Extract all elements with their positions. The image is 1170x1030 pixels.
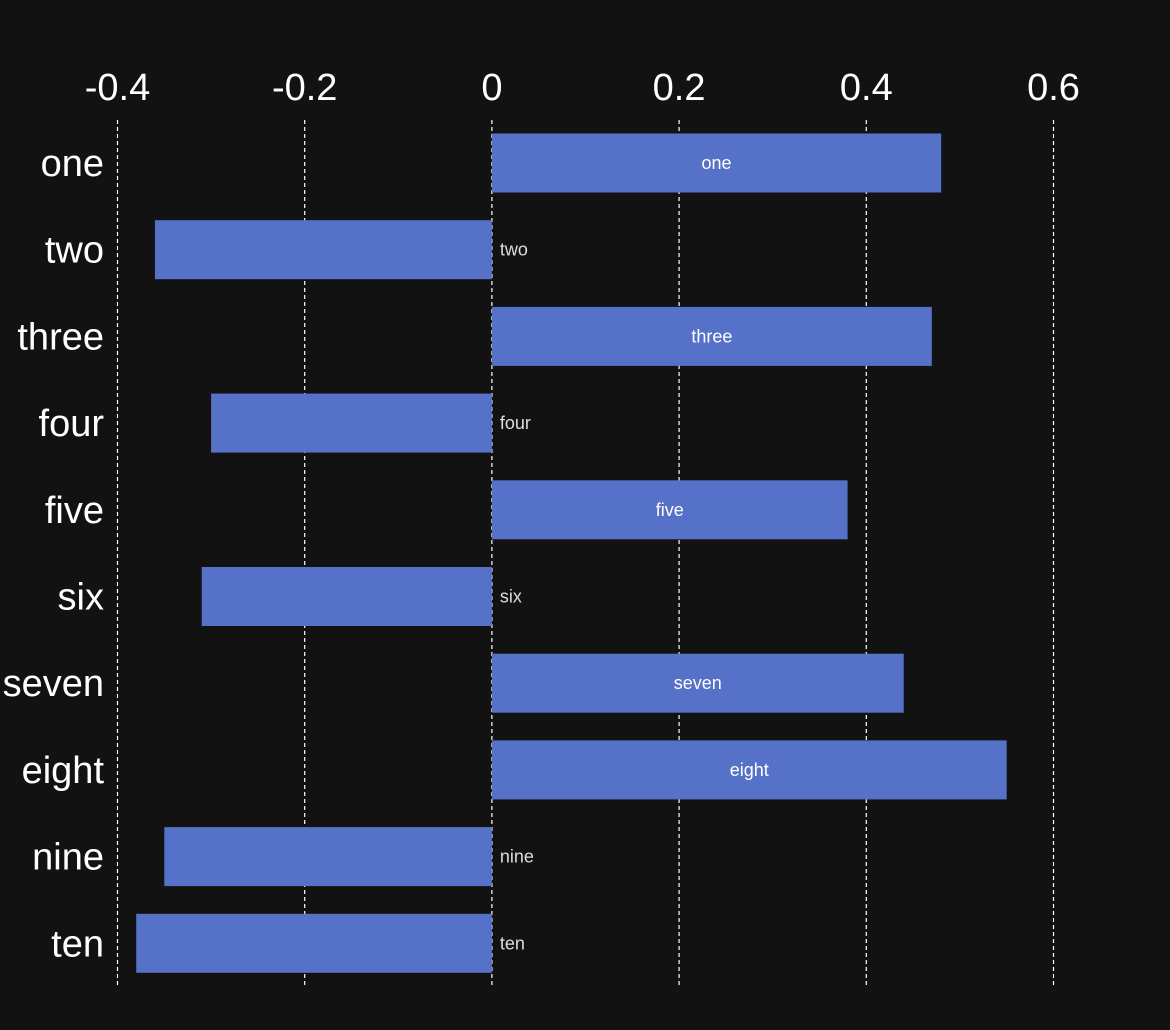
category-label-one: one [41, 143, 104, 185]
category-label-three: three [17, 316, 104, 358]
bar-five [491, 480, 848, 540]
bar-three [491, 306, 932, 366]
category-label-five: five [45, 490, 104, 532]
category-label-ten: ten [51, 923, 104, 965]
bar-eight [491, 740, 1007, 800]
x-tick-label: -0.2 [272, 67, 337, 109]
bar-ten [136, 913, 492, 973]
category-label-two: two [45, 230, 104, 272]
x-tick-label: 0.4 [840, 67, 893, 109]
bar-four [211, 393, 492, 453]
bar-label-four: four [500, 413, 531, 433]
bar-label-three: three [691, 326, 732, 346]
bar-label-eight: eight [730, 760, 769, 780]
category-label-four: four [39, 403, 105, 445]
bar-two [154, 220, 492, 280]
bar-label-one: one [702, 153, 732, 173]
x-tick-label: 0 [481, 67, 502, 109]
bar-label-seven: seven [674, 673, 722, 693]
category-label-eight: eight [22, 750, 105, 792]
bar-label-two: two [500, 240, 528, 260]
x-axis-ticks: -0.4 -0.2 0 0.2 0.4 0.6 [85, 67, 1080, 109]
x-tick-label: -0.4 [85, 67, 150, 109]
bar-label-nine: nine [500, 847, 534, 867]
bars [136, 133, 1007, 973]
category-label-six: six [58, 577, 104, 619]
x-tick-label: 0.6 [1027, 67, 1080, 109]
y-axis-categories: one two three four five six seven eight nine ten [3, 143, 105, 965]
bar-label-five: five [656, 500, 684, 520]
category-label-seven: seven [3, 663, 104, 705]
x-tick-label: 0.2 [653, 67, 706, 109]
bar-label-ten: ten [500, 933, 525, 953]
category-label-nine: nine [32, 837, 104, 879]
bar-one [491, 133, 942, 193]
bar-six [201, 567, 492, 626]
bar-label-six: six [500, 587, 522, 607]
bar-nine [164, 827, 492, 887]
bar-seven [491, 653, 904, 713]
bar-labels: one two three four five six seven eight nine ten [500, 153, 769, 953]
